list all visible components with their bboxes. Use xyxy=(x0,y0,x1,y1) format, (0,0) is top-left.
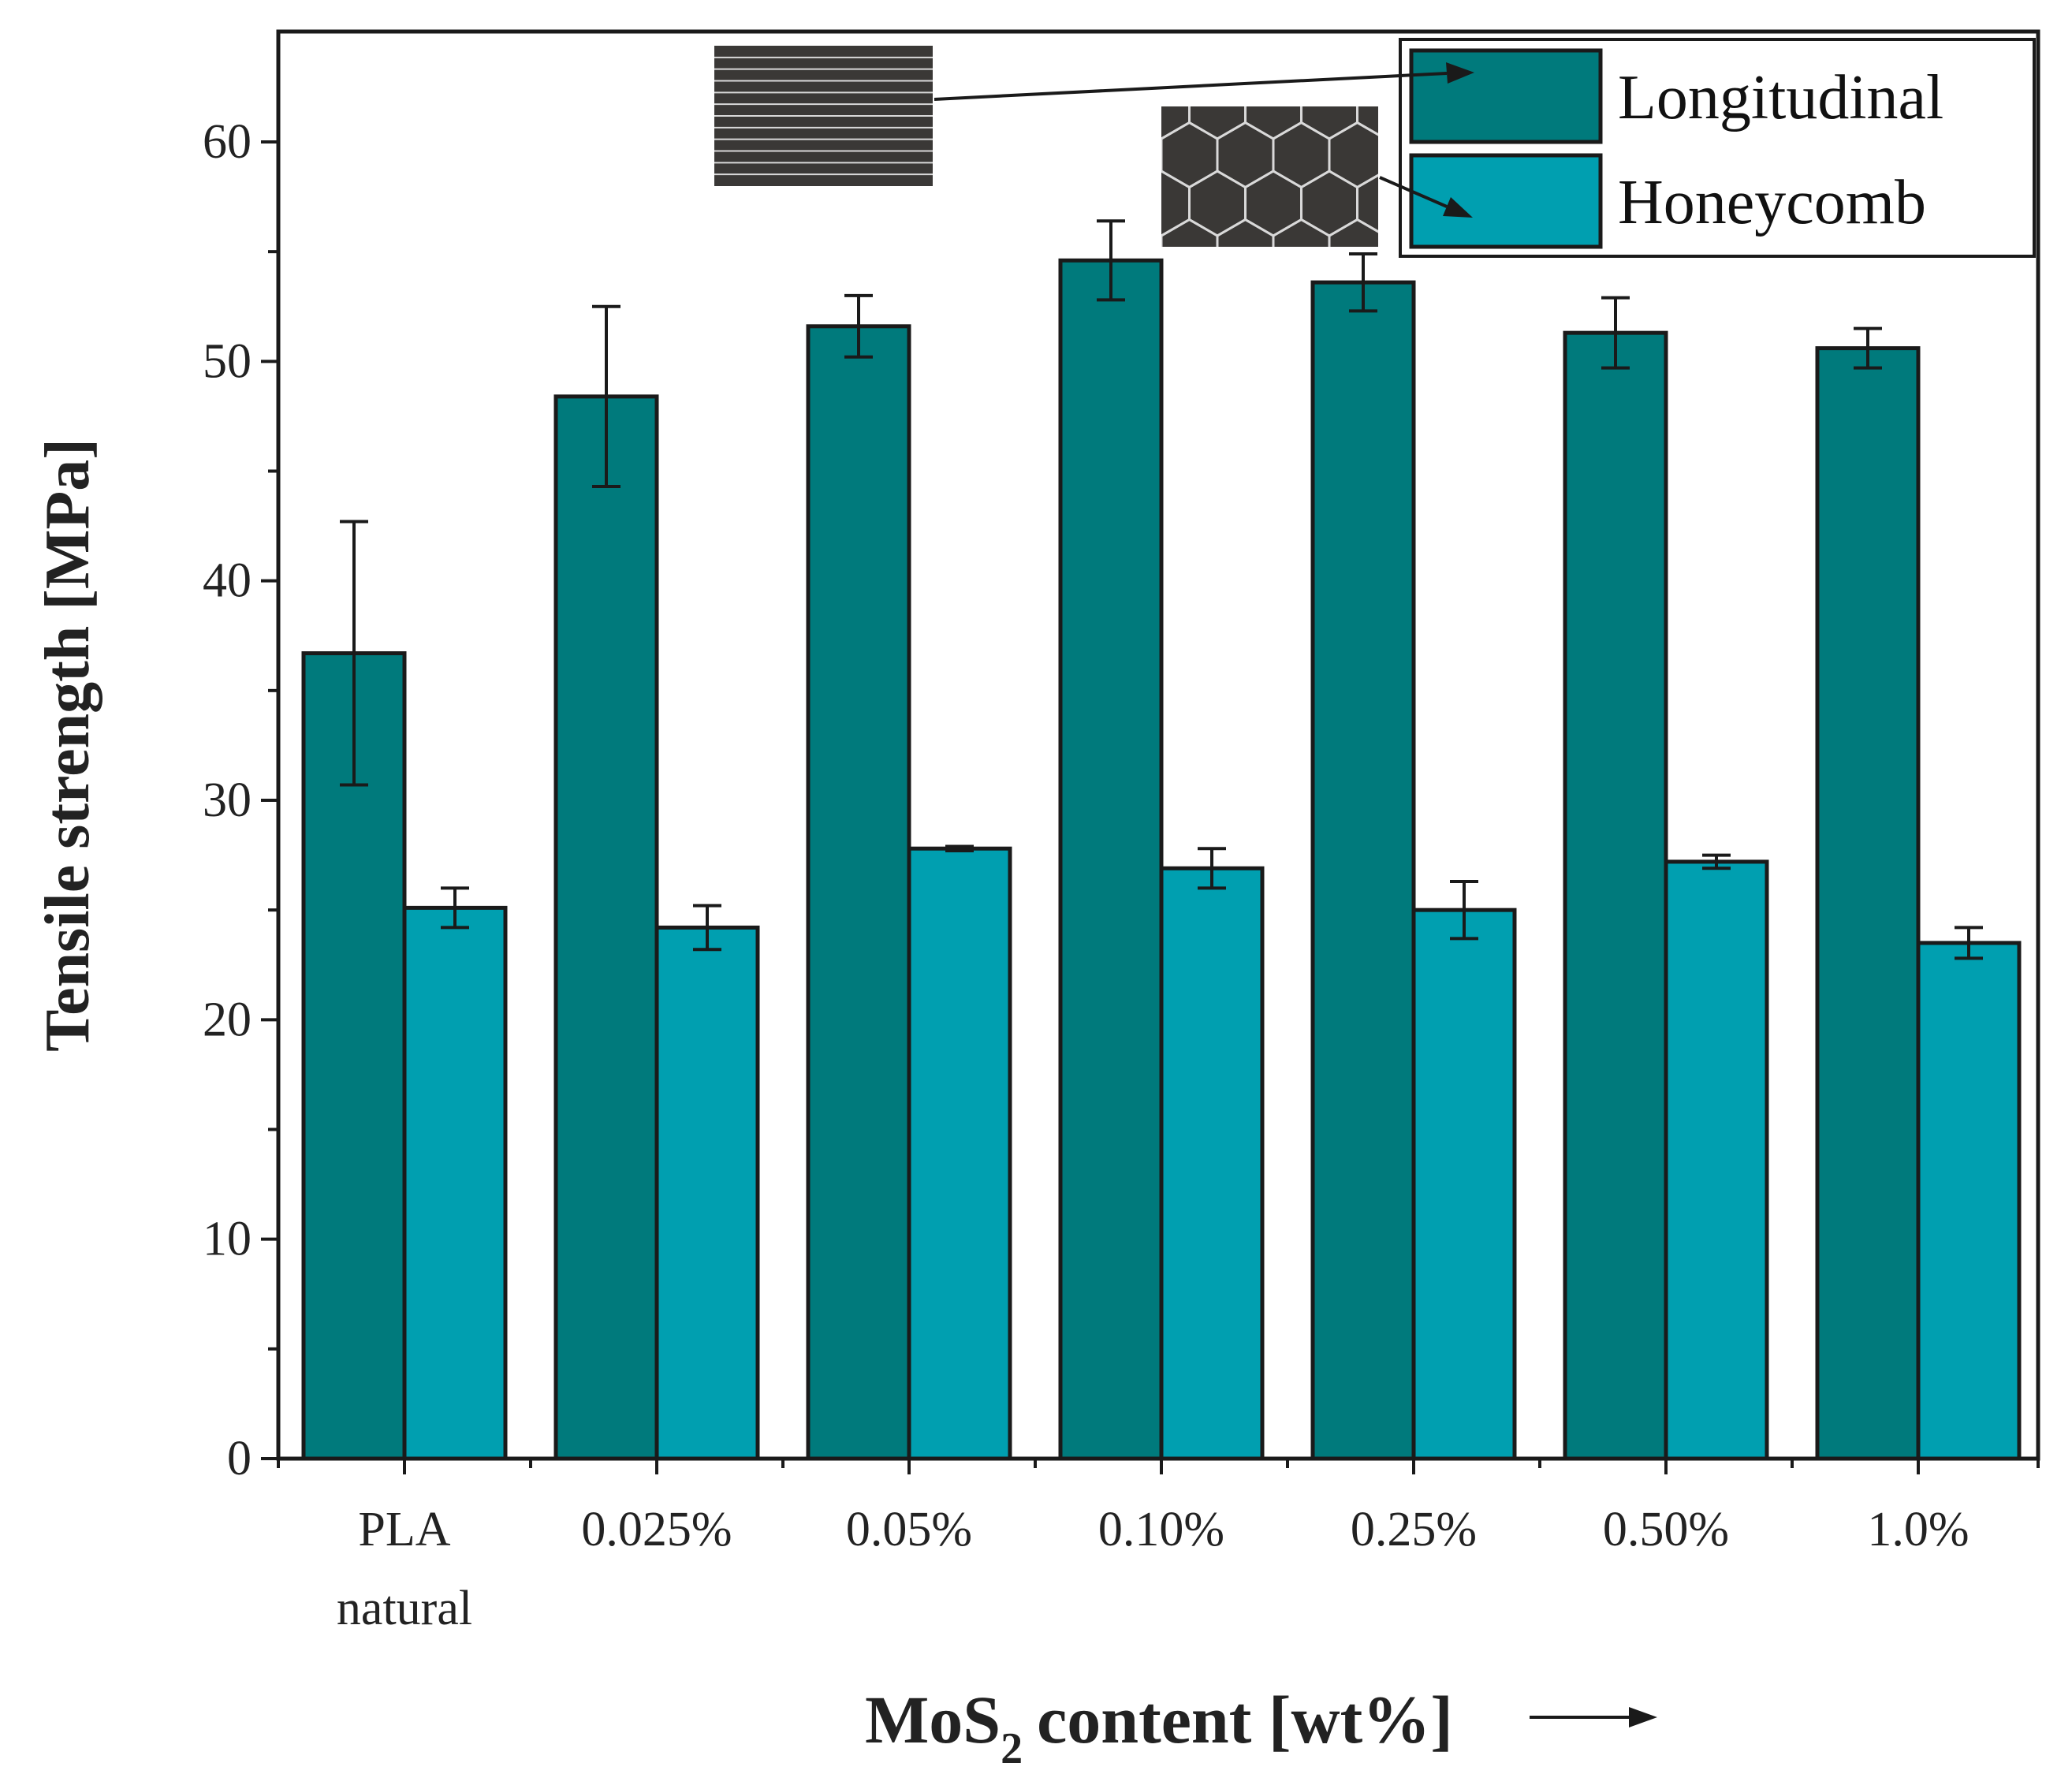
bar-honeycomb-5 xyxy=(1664,859,1769,1461)
bar-longitudinal-4 xyxy=(1310,280,1416,1461)
bar-honeycomb-4 xyxy=(1411,908,1517,1461)
honeycomb-cell xyxy=(1272,218,1331,247)
x-tick-label: 1.0% xyxy=(1867,1503,1969,1556)
honeycomb-cell xyxy=(1246,268,1302,333)
longitudinal-pointer-line xyxy=(934,72,1448,101)
bar-longitudinal-2 xyxy=(806,324,911,1461)
longitudinal-pointer-head xyxy=(1446,62,1474,84)
x-tick-label: 0.025% xyxy=(581,1503,732,1556)
x-axis-title-main: MoS xyxy=(865,1682,1001,1757)
honeycomb-cell xyxy=(1329,26,1385,91)
honeycomb-pointer-line xyxy=(1379,176,1448,208)
y-tick-label: 50 xyxy=(203,334,252,388)
legend-label-longitudinal: Longitudinal xyxy=(1618,63,1943,132)
honeycomb-cell xyxy=(1328,218,1378,247)
bar-longitudinal-3 xyxy=(1058,258,1164,1461)
honeycomb-cell xyxy=(1216,218,1275,247)
bar-honeycomb-6 xyxy=(1916,941,2022,1461)
honeycomb-cell xyxy=(1190,268,1246,333)
legend: Longitudinal Honeycomb xyxy=(714,26,2036,333)
honeycomb-cell xyxy=(1078,74,1134,139)
bar-honeycomb-2 xyxy=(907,846,1012,1461)
x-axis-title-subscript: 2 xyxy=(1001,1724,1023,1773)
y-axis-title: Tensile strength [MPa] xyxy=(33,438,102,1052)
x-axis-title: MoS2 content [wt%] xyxy=(865,1682,1453,1773)
plot-frame xyxy=(276,29,2040,1461)
bar-honeycomb-0 xyxy=(402,905,508,1461)
axes-layer xyxy=(261,29,2040,1474)
legend-swatch-longitudinal xyxy=(1409,48,1603,144)
y-tick-label: 10 xyxy=(203,1213,252,1266)
x-tick-label: 0.10% xyxy=(1098,1503,1224,1556)
labels-layer: 0 10 20 30 40 50 60 PLA natural 0.025% 0.05% 0.10% 0… xyxy=(33,115,1970,1773)
legend-swatch-honeycomb xyxy=(1409,153,1603,249)
bar-longitudinal-6 xyxy=(1815,346,1921,1461)
x-axis-arrow-head xyxy=(1629,1707,1657,1728)
x-tick-label: 0.50% xyxy=(1603,1503,1729,1556)
y-tick-label: 60 xyxy=(203,115,252,169)
honeycomb-cells xyxy=(1078,26,1385,333)
bar-honeycomb-3 xyxy=(1159,866,1265,1461)
honeycomb-cell xyxy=(1105,26,1161,91)
y-tick-label: 20 xyxy=(203,993,252,1046)
bar-longitudinal-0 xyxy=(301,651,407,1461)
honeycomb-pattern-icon xyxy=(1078,26,1385,333)
bar-longitudinal-5 xyxy=(1563,330,1668,1461)
honeycomb-pointer-head xyxy=(1443,197,1473,218)
legend-label-honeycomb: Honeycomb xyxy=(1618,168,1926,237)
bar-honeycomb-1 xyxy=(654,925,760,1461)
y-tick-label: 0 xyxy=(227,1432,252,1485)
x-tick-label: 0.25% xyxy=(1351,1503,1477,1556)
y-tick-label: 30 xyxy=(203,773,252,827)
x-tick-label: PLA xyxy=(358,1503,450,1556)
bar-longitudinal-1 xyxy=(553,394,659,1461)
x-axis-title-suffix: content [wt%] xyxy=(1037,1682,1453,1757)
honeycomb-cell xyxy=(1161,137,1163,173)
bars-layer xyxy=(301,219,2022,1461)
y-tick-label: 40 xyxy=(203,554,252,608)
honeycomb-cell xyxy=(1161,218,1219,247)
honeycomb-cell xyxy=(1217,26,1273,91)
honeycomb-cell xyxy=(1078,171,1134,236)
x-tick-label-line2: natural xyxy=(337,1582,472,1635)
x-tick-label: 0.05% xyxy=(846,1503,972,1556)
honeycomb-cell xyxy=(1161,26,1217,91)
longitudinal-pattern-icon xyxy=(714,46,933,186)
